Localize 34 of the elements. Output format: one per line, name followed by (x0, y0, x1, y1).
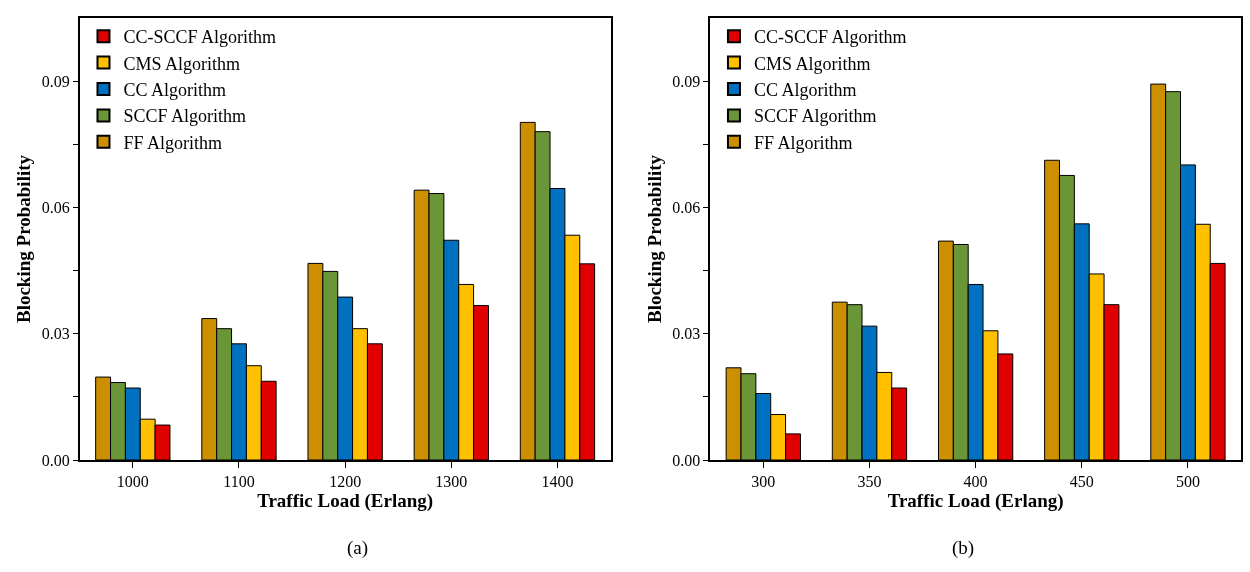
x-tick-label: 1400 (541, 472, 574, 490)
x-tick-label: 500 (1175, 472, 1200, 490)
legend-label: CC-SCCF Algorithm (753, 27, 907, 48)
y-tick-label: 0.09 (672, 72, 701, 90)
x-axis-title: Traffic Load (Erlang) (257, 489, 434, 512)
legend-label: SCCF Algorithm (753, 106, 877, 127)
legend-label: FF Algorithm (123, 132, 223, 153)
x-tick-label: 1100 (223, 472, 255, 490)
x-tick-label: 350 (857, 472, 882, 490)
x-axis-title: Traffic Load (Erlang) (887, 489, 1064, 512)
legend-label: FF Algorithm (753, 132, 853, 153)
x-tick-label: 1000 (116, 472, 149, 490)
y-tick-label: 0.09 (41, 72, 70, 90)
text: (a) (347, 537, 369, 559)
y-axis-title: Blocking Probability (643, 154, 665, 324)
y-tick-label: 0.03 (672, 325, 701, 343)
legend-label: CMS Algorithm (123, 53, 241, 74)
legend-label: CC-SCCF Algorithm (123, 27, 277, 48)
legend-label: CC Algorithm (753, 80, 857, 101)
y-tick-label: 0.06 (41, 199, 70, 217)
legend-label: CC Algorithm (123, 80, 226, 101)
legend-label: SCCF Algorithm (123, 106, 247, 127)
y-tick-label: 0.00 (41, 451, 70, 469)
y-tick-label: 0.06 (672, 199, 701, 217)
legend-label: CMS Algorithm (753, 53, 871, 74)
x-tick-label: 1200 (329, 472, 362, 490)
y-axis-title: Blocking Probability (13, 154, 35, 324)
x-tick-label: 450 (1069, 472, 1094, 490)
y-tick-label: 0.03 (41, 325, 70, 343)
x-tick-label: 400 (963, 472, 988, 490)
text: (b) (952, 537, 975, 559)
x-tick-label: 1300 (435, 472, 468, 490)
y-tick-label: 0.00 (672, 451, 701, 469)
x-tick-label: 300 (751, 472, 776, 490)
